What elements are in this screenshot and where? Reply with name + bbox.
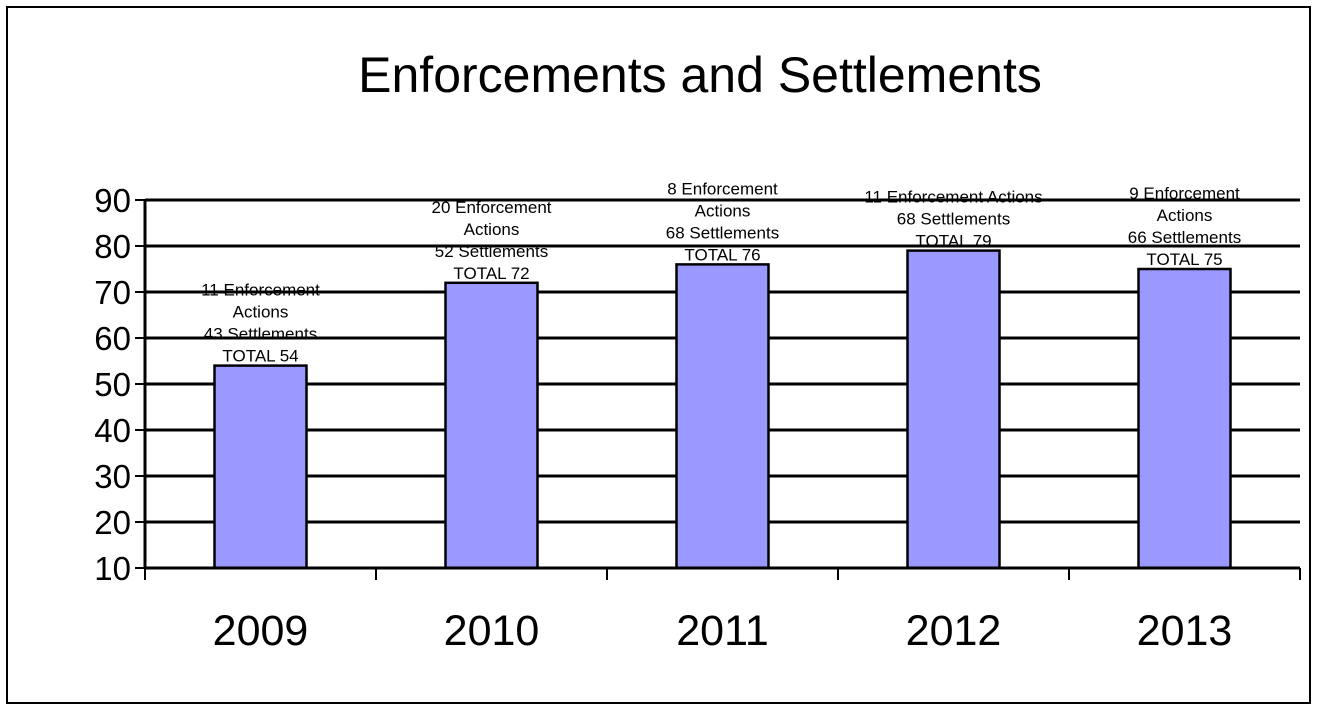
- y-tick-label: 40: [94, 412, 131, 449]
- data-label-line: 68 Settlements: [666, 223, 779, 242]
- bar-2011: [675, 263, 770, 570]
- data-label-line: 9 Enforcement: [1129, 184, 1240, 203]
- bar-2012: [906, 249, 1001, 570]
- x-tick-label: 2013: [1137, 607, 1233, 655]
- data-label-line: 52 Settlements: [435, 242, 548, 261]
- data-labels: 11 Enforcement Actions 43 Settlements TOTAL…: [201, 179, 1241, 365]
- data-label-line: 43 Settlements: [204, 325, 317, 344]
- y-tick-label: 10: [94, 550, 131, 587]
- data-label-line: TOTAL 75: [1146, 250, 1222, 269]
- data-label-line: 11 Enforcement: [201, 281, 320, 300]
- bar-2010: [444, 281, 539, 570]
- y-tick-label: 80: [94, 228, 131, 265]
- y-tick-label: 60: [94, 320, 131, 357]
- data-label-line: Actions: [1157, 206, 1213, 225]
- y-tick-label: 20: [94, 504, 131, 541]
- bar-2013: [1137, 267, 1232, 570]
- data-label-line: 66 Settlements: [1128, 228, 1241, 247]
- data-label-line: Actions: [695, 201, 751, 220]
- x-tick-label: 2012: [906, 607, 1002, 655]
- bars: [213, 249, 1232, 570]
- x-tick-label: 2011: [676, 607, 768, 655]
- data-label-line: TOTAL 54: [222, 347, 298, 366]
- data-label-line: 11 Enforcement Actions: [864, 188, 1042, 207]
- x-tick-labels: 2009 2010 2011 2012 2013: [213, 607, 1233, 655]
- data-label-line: 20 Enforcement: [431, 198, 551, 217]
- y-tick-label: 70: [94, 274, 131, 311]
- data-label-line: Actions: [233, 303, 289, 322]
- y-tick-label: 30: [94, 458, 131, 495]
- data-label-line: TOTAL 79: [915, 232, 991, 251]
- y-tick-label: 50: [94, 366, 131, 403]
- data-label-line: 68 Settlements: [897, 210, 1010, 229]
- chart-frame: [6, 6, 1311, 704]
- data-label-line: 8 Enforcement: [667, 179, 778, 198]
- bar-2009: [213, 364, 308, 570]
- axes: [135, 199, 1301, 580]
- chart-title: Enforcements and Settlements: [358, 47, 1042, 103]
- x-tick-label: 2009: [213, 607, 309, 655]
- x-tick-label: 2010: [444, 607, 540, 655]
- y-tick-label: 90: [94, 182, 131, 219]
- data-label-line: TOTAL 72: [453, 264, 529, 283]
- data-label-line: TOTAL 76: [684, 245, 760, 264]
- y-tick-labels: 10 20 30 40 50 60 70 80 90: [94, 182, 131, 587]
- data-label-line: Actions: [464, 220, 520, 239]
